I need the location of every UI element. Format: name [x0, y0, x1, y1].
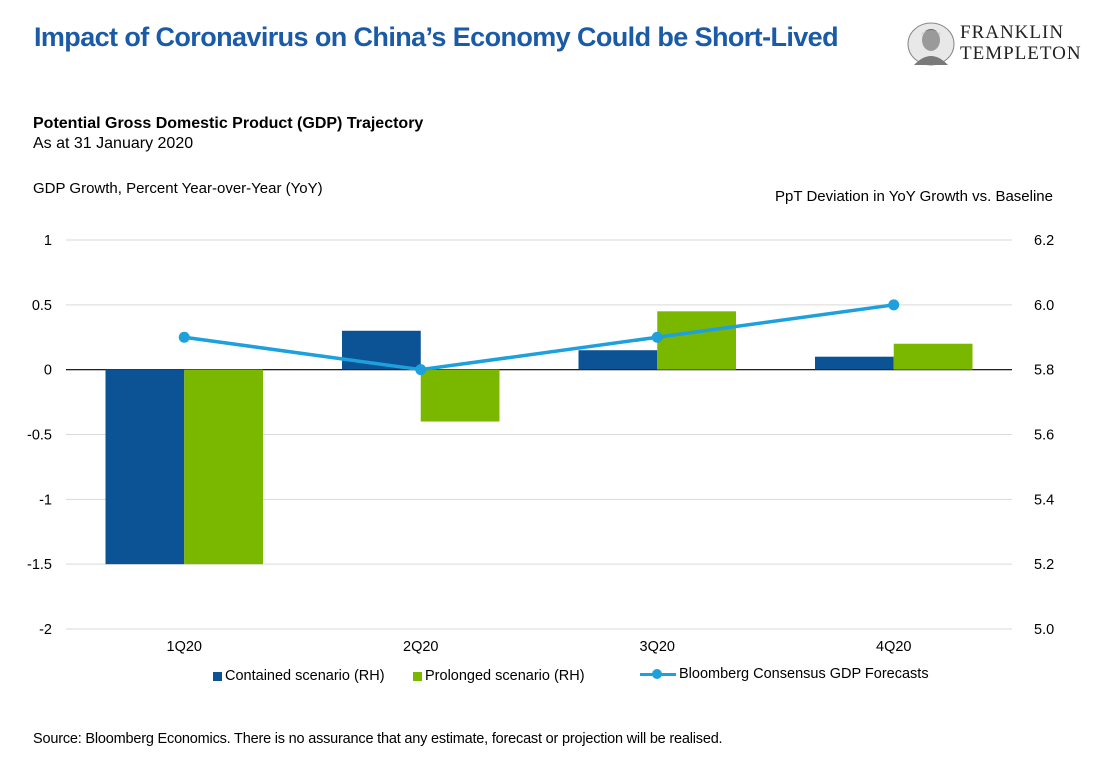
right-tick-label: 5.4	[1034, 492, 1054, 508]
portrait-icon	[907, 22, 955, 66]
line-swatch-icon	[640, 669, 676, 679]
contained-bar	[814, 356, 894, 370]
bloomberg-line	[184, 303, 894, 372]
prolonged-bar	[420, 369, 500, 422]
franklin-templeton-logo: FRANKLIN TEMPLETON	[906, 20, 1102, 68]
chart-subtitle: Potential Gross Domestic Product (GDP) T…	[33, 115, 424, 132]
left-tick-label: -1.5	[27, 557, 52, 573]
prolonged-swatch	[413, 671, 422, 681]
right-tick-label: 6.2	[1034, 233, 1054, 249]
right-axis-label: PpT Deviation in YoY Growth vs. Baseline	[775, 188, 1053, 205]
bloomberg-point	[415, 364, 427, 376]
category-label: 3Q20	[640, 639, 675, 655]
legend-item-prolonged: Prolonged scenario (RH)	[413, 668, 585, 684]
right-tick-label: 6.0	[1034, 298, 1054, 314]
logo-line-2: TEMPLETON	[960, 43, 1082, 64]
contained-bar	[578, 350, 658, 370]
legend-label-bloomberg: Bloomberg Consensus GDP Forecasts	[679, 666, 929, 682]
prolonged-bar	[184, 369, 264, 565]
category-label: 1Q20	[167, 639, 202, 655]
logo-line-1: FRANKLIN	[960, 22, 1065, 43]
left-tick-label: -1	[39, 492, 52, 508]
legend-label-contained: Contained scenario (RH)	[225, 668, 385, 684]
left-axis-label: GDP Growth, Percent Year-over-Year (YoY)	[33, 180, 323, 197]
right-tick-label: 5.0	[1034, 622, 1054, 638]
right-tick-label: 5.8	[1034, 363, 1054, 379]
as-at-date: As at 31 January 2020	[33, 135, 194, 152]
contained-swatch	[213, 671, 222, 681]
right-tick-label: 5.6	[1034, 428, 1054, 444]
left-tick-label: 0	[44, 363, 52, 379]
category-label: 4Q20	[876, 639, 911, 655]
contained-bar	[105, 369, 185, 565]
right-tick-label: 5.2	[1034, 557, 1054, 573]
prolonged-bar	[893, 343, 973, 370]
category-label: 2Q20	[403, 639, 438, 655]
left-tick-label: 0.5	[32, 298, 52, 314]
legend-item-bloomberg: Bloomberg Consensus GDP Forecasts	[640, 666, 929, 682]
page-title: Impact of Coronavirus on China’s Economy…	[34, 22, 839, 52]
legend-item-contained: Contained scenario (RH)	[213, 668, 385, 684]
bloomberg-point	[888, 299, 900, 311]
logo-wordmark: FRANKLIN TEMPLETON	[960, 22, 1082, 64]
source-note: Source: Bloomberg Economics. There is no…	[33, 731, 723, 747]
bloomberg-point	[651, 331, 663, 343]
legend-label-prolonged: Prolonged scenario (RH)	[425, 668, 585, 684]
left-tick-label: -0.5	[27, 428, 52, 444]
left-tick-label: -2	[39, 622, 52, 638]
prolonged-bar	[657, 311, 737, 370]
left-tick-label: 1	[44, 233, 52, 249]
bloomberg-point	[178, 331, 190, 343]
